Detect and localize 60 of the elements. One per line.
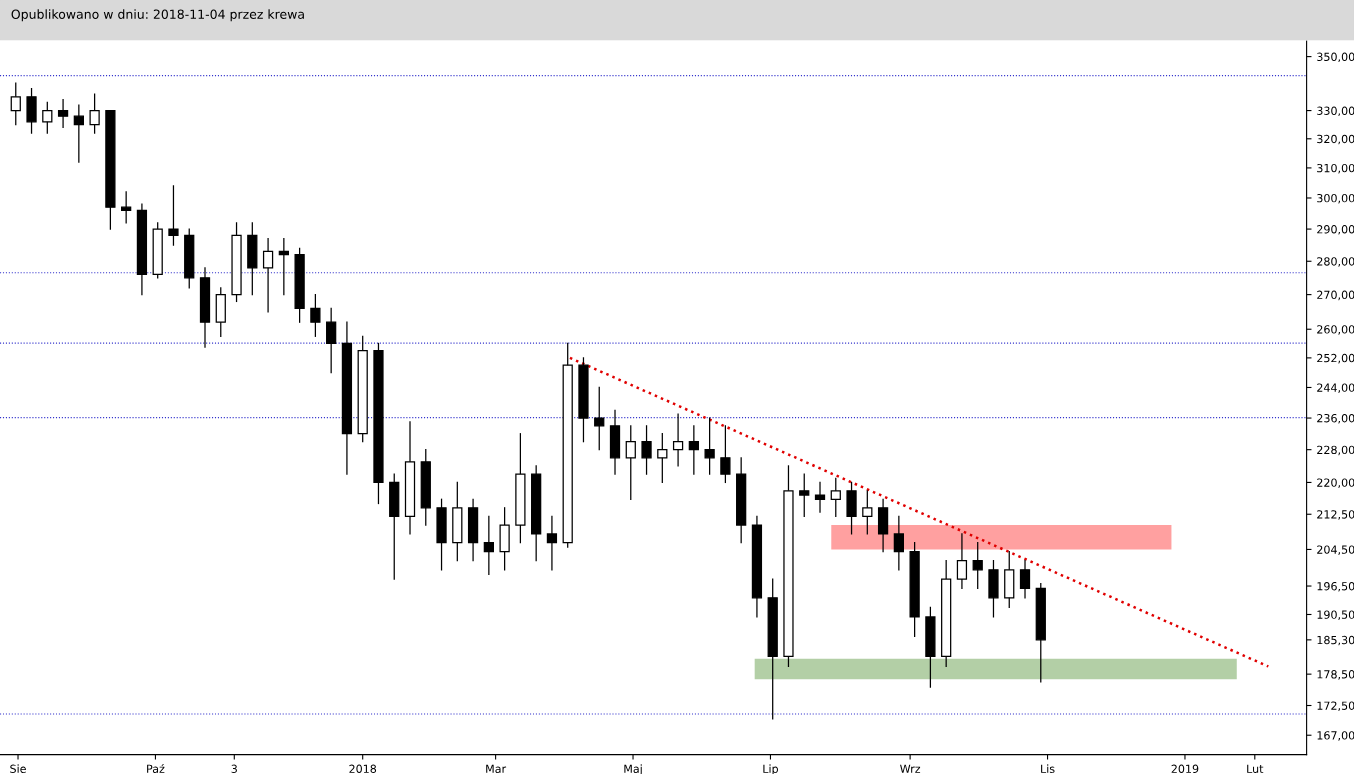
candlestick [594, 386, 605, 451]
y-tick-label: 212,50 [1317, 510, 1354, 520]
candlestick [972, 542, 983, 589]
y-tick-label: 330,00 [1317, 106, 1354, 117]
y-tick-label: 178,50 [1317, 670, 1354, 680]
y-tick-label: 167,00 [1317, 731, 1354, 741]
x-tick-label: Wrz [900, 764, 921, 773]
y-tick-label: 260,00 [1317, 325, 1354, 335]
candlestick [57, 98, 69, 129]
candlestick [862, 490, 873, 535]
candlestick [483, 515, 494, 576]
y-tick-label: 310,00 [1317, 163, 1354, 174]
y-tick-label: 320,00 [1317, 134, 1354, 145]
candlestick [168, 185, 179, 246]
candlestick [89, 93, 100, 134]
candlestick [956, 533, 968, 589]
y-tick-label: 280,00 [1317, 257, 1354, 267]
x-tick-label: Lut [1247, 764, 1264, 773]
candlestick [814, 481, 826, 513]
candlestick [625, 425, 636, 500]
candlestick [672, 413, 684, 467]
candlestick [657, 433, 668, 484]
candlestick [830, 477, 841, 518]
y-tick-label: 236,00 [1317, 414, 1354, 424]
candlestick [893, 515, 904, 571]
y-tick-label: 204,50 [1317, 545, 1354, 555]
y-tick-label: 244,00 [1317, 383, 1354, 393]
x-tick-label: 2018 [349, 764, 377, 773]
y-tick-label: 270,00 [1317, 290, 1354, 301]
x-tick-label: 3 [231, 764, 237, 773]
candlestick [262, 237, 274, 313]
candlestick [688, 425, 699, 475]
candlestick [10, 82, 21, 126]
y-tick-label: 228,00 [1317, 445, 1354, 456]
y-tick-label: 350,00 [1317, 52, 1354, 63]
y-tick-label: 196,50 [1317, 582, 1354, 592]
candlestick [121, 191, 132, 224]
x-tick-label: Paź [147, 763, 165, 773]
candlestick [73, 104, 84, 163]
y-tick-label: 290,00 [1317, 225, 1354, 235]
candlestick [704, 417, 715, 475]
candlestick [799, 473, 810, 518]
y-tick-label: 185,30 [1317, 635, 1354, 646]
x-tick-label: 2019 [1171, 764, 1199, 773]
candlestick [641, 425, 652, 475]
candlestick [1019, 560, 1031, 599]
candlestick [42, 101, 53, 134]
candlestick [310, 293, 321, 337]
x-tick-label: Lis [1041, 764, 1055, 773]
y-tick-label: 252,00 [1317, 353, 1354, 364]
candlestick [720, 425, 731, 484]
x-tick-label: Sie [10, 764, 26, 773]
x-tick-label: Mar [486, 764, 507, 773]
y-tick-label: 220,00 [1317, 478, 1354, 488]
candlestick [546, 515, 558, 571]
y-tick-label: 172,50 [1317, 701, 1354, 712]
y-tick-label: 190,50 [1317, 610, 1354, 620]
chart-title: Opublikowano w dniu: 2018-11-04 przez krewa [11, 9, 304, 22]
candlestick [326, 307, 337, 374]
y-tick-label: 300,00 [1317, 193, 1354, 204]
